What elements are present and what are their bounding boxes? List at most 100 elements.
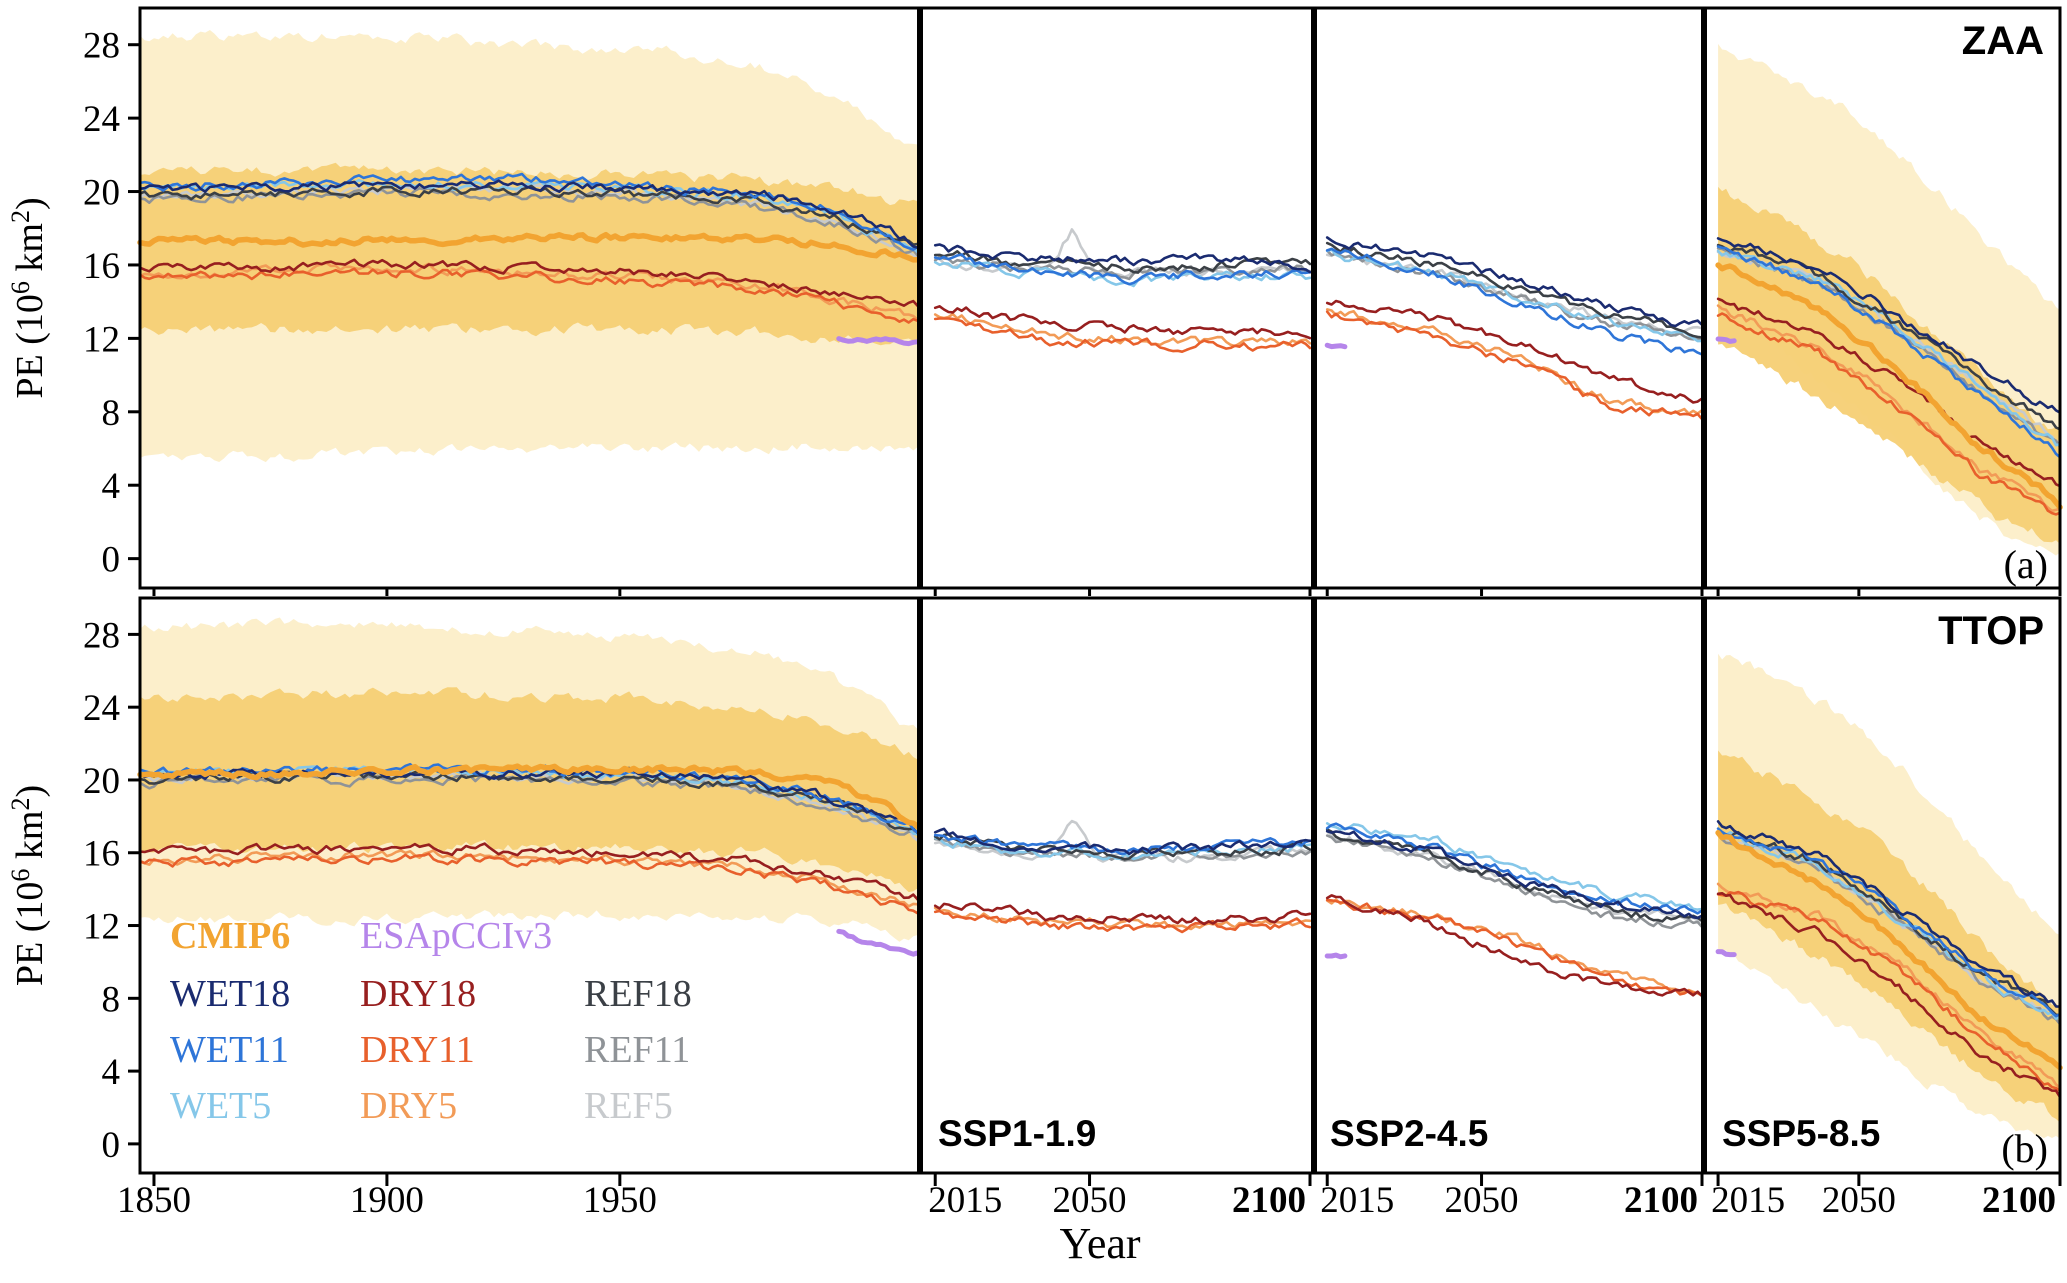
y-tick-label-TTOP-12: 12: [83, 907, 120, 948]
x-tick-label-ssp245-2015: 2015: [1320, 1180, 1394, 1221]
series-line-DRY18-TTOP-ssp245: [1325, 894, 1704, 998]
legend-item-REF11: REF11: [584, 1029, 690, 1071]
y-tick-label-ZAA-28: 28: [83, 26, 120, 67]
series-line-WET5-TTOP-ssp245: [1325, 822, 1704, 911]
series-line-DRY18-ZAA-hist: [138, 258, 920, 308]
legend-item-WET18: WET18: [170, 973, 290, 1015]
legend-item-REF5: REF5: [584, 1085, 673, 1127]
series-line-WET18-TTOP-ssp245: [1325, 829, 1704, 920]
y-tick-label-ZAA-4: 4: [102, 466, 121, 507]
cmip6-inner-band-TTOP-hist: [140, 687, 918, 893]
y-tick-label-ZAA-20: 20: [83, 173, 120, 214]
series-line-REF18-ZAA-ssp245: [1325, 241, 1704, 339]
series-line-DRY11-ZAA-hist: [138, 267, 920, 324]
y-tick-label-TTOP-4: 4: [102, 1052, 121, 1093]
series-line-DRY11-TTOP-ssp119: [933, 909, 1312, 934]
x-tick-label-ssp119-2015: 2015: [928, 1180, 1002, 1221]
panel-tag-a: (a): [2004, 542, 2048, 587]
series-line-CMIP6-ZAA-ssp585: [1715, 262, 2063, 511]
series-line-ESApCCIv3-ZAA-hist: [836, 336, 921, 347]
series-line-REF5-ZAA-ssp119: [933, 228, 1312, 279]
series-line-REF11-TTOP-hist: [138, 772, 920, 836]
x-tick-label-hist-1850: 1850: [117, 1180, 191, 1221]
series-line-ESApCCIv3-TTOP-ssp585: [1715, 949, 1737, 958]
x-tick-label-ssp585-2015: 2015: [1711, 1180, 1785, 1221]
series-line-ESApCCIv3-TTOP-ssp245: [1324, 952, 1348, 960]
series-line-ESApCCIv3-ZAA-ssp245: [1324, 342, 1348, 350]
x-tick-label-hist-1900: 1900: [350, 1180, 424, 1221]
y-tick-label-ZAA-0: 0: [102, 540, 121, 581]
series-line-WET11-TTOP-ssp585: [1716, 827, 2062, 1018]
y-tick-label-TTOP-20: 20: [83, 761, 120, 802]
x-tick-label-ssp245-2050: 2050: [1445, 1180, 1519, 1221]
panel-border-TTOP: [138, 596, 2062, 1175]
series-line-WET18-ZAA-hist: [138, 179, 920, 250]
series-line-DRY18-ZAA-ssp119: [933, 305, 1312, 340]
series-line-DRY11-ZAA-ssp119: [933, 317, 1312, 353]
series-line-DRY5-ZAA-hist: [138, 261, 920, 322]
series-line-DRY18-TTOP-ssp119: [933, 902, 1312, 926]
legend-item-DRY11: DRY11: [360, 1029, 475, 1071]
y-tick-label-ZAA-16: 16: [83, 246, 120, 287]
series-line-WET18-ZAA-ssp119: [933, 243, 1312, 274]
series-line-DRY18-TTOP-ssp585: [1716, 892, 2062, 1099]
series-line-ESApCCIv3-TTOP-hist: [836, 928, 921, 957]
panel-border-ZAA: [138, 6, 2062, 590]
x-axis-title: Year: [1059, 1219, 1140, 1268]
series-line-DRY11-TTOP-ssp585: [1716, 890, 2062, 1093]
y-axis-title-TTOP: PE (106 km2): [6, 785, 51, 986]
series-line-CMIP6-ZAA-hist: [137, 231, 921, 263]
panel-label-ttop: TTOP: [1938, 609, 2044, 653]
series-line-REF18-ZAA-ssp585: [1716, 243, 2062, 431]
series-line-DRY11-TTOP-ssp245: [1325, 898, 1704, 997]
legend-item-DRY5: DRY5: [360, 1085, 457, 1127]
x-tick-label-ssp119-2050: 2050: [1053, 1180, 1127, 1221]
series-line-WET18-TTOP-ssp585: [1716, 820, 2062, 1008]
series-line-WET11-TTOP-ssp245: [1325, 822, 1704, 915]
legend-item-REF18: REF18: [584, 973, 692, 1015]
series-line-WET18-TTOP-ssp119: [933, 827, 1312, 856]
series-line-DRY5-ZAA-ssp585: [1716, 304, 2062, 513]
series-line-REF18-TTOP-ssp245: [1325, 828, 1704, 923]
series-line-WET11-ZAA-ssp119: [933, 253, 1312, 286]
y-tick-label-TTOP-28: 28: [83, 615, 120, 656]
scenario-label-ssp119: SSP1-1.9: [938, 1113, 1096, 1154]
panel-label-zaa: ZAA: [1962, 19, 2044, 63]
legend-item-WET11: WET11: [170, 1029, 289, 1071]
x-tick-label-ssp245-2100: 2100: [1624, 1180, 1698, 1221]
series-line-DRY11-ZAA-ssp245: [1325, 310, 1704, 421]
panel-tag-b: (b): [2001, 1126, 2048, 1171]
series-line-WET11-ZAA-ssp585: [1716, 245, 2062, 459]
y-tick-label-ZAA-8: 8: [102, 393, 121, 434]
y-tick-label-TTOP-0: 0: [102, 1125, 121, 1166]
legend-item-DRY18: DRY18: [360, 973, 476, 1015]
y-tick-label-TTOP-8: 8: [102, 979, 121, 1020]
series-line-DRY11-ZAA-ssp585: [1716, 312, 2062, 516]
series-line-DRY5-ZAA-ssp119: [933, 312, 1312, 348]
series-line-CMIP6-TTOP-ssp585: [1715, 830, 2063, 1071]
series-line-WET18-ZAA-ssp245: [1325, 236, 1704, 328]
series-line-DRY18-TTOP-hist: [138, 842, 920, 902]
series-line-WET18-ZAA-ssp585: [1716, 237, 2062, 414]
series-line-ESApCCIv3-ZAA-ssp585: [1715, 336, 1737, 344]
series-line-WET5-ZAA-ssp245: [1325, 248, 1704, 343]
series-line-WET11-TTOP-ssp119: [933, 833, 1312, 855]
y-tick-label-TTOP-16: 16: [83, 834, 120, 875]
y-tick-label-ZAA-12: 12: [83, 319, 120, 360]
series-line-REF18-TTOP-ssp585: [1716, 830, 2062, 1017]
legend-item-WET5: WET5: [170, 1085, 271, 1127]
series-line-WET5-TTOP-ssp585: [1716, 830, 2062, 1020]
cmip6-inner-band-ZAA-hist: [140, 162, 918, 346]
series-line-DRY5-ZAA-ssp245: [1325, 308, 1704, 415]
x-tick-label-ssp119-2100: 2100: [1232, 1180, 1306, 1221]
series-line-DRY18-ZAA-ssp245: [1325, 299, 1704, 404]
series-line-DRY11-TTOP-hist: [138, 852, 920, 915]
x-tick-label-ssp585-2050: 2050: [1822, 1180, 1896, 1221]
y-tick-label-ZAA-24: 24: [83, 99, 120, 140]
y-tick-label-TTOP-24: 24: [83, 688, 120, 729]
legend-item-ESApCCIv3: ESApCCIv3: [360, 915, 552, 957]
series-line-WET11-ZAA-ssp245: [1325, 247, 1704, 356]
y-axis-title-ZAA: PE (106 km2): [6, 197, 51, 398]
